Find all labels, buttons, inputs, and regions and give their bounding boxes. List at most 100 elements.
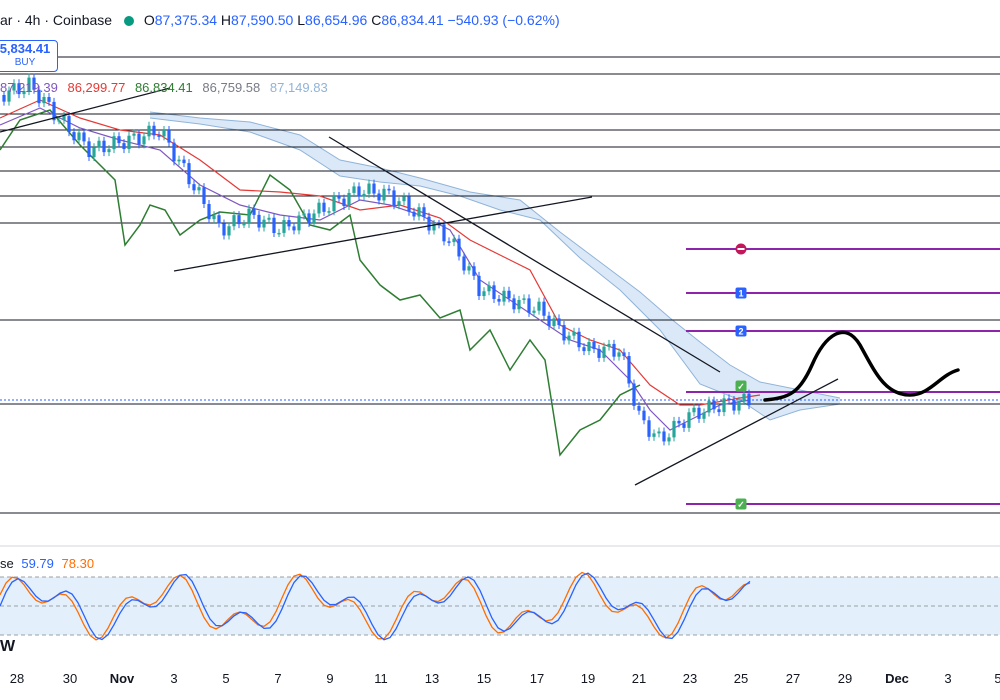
candle-body: [587, 341, 591, 352]
candle-body: [597, 348, 601, 358]
candle-body: [212, 215, 216, 220]
candle-body: [262, 219, 266, 228]
candle-body: [727, 398, 731, 401]
candle-body: [337, 196, 341, 199]
candle-body: [277, 232, 281, 235]
candle-body: [307, 213, 311, 224]
candle-body: [192, 184, 196, 191]
candle-body: [712, 400, 716, 410]
candle-body: [27, 77, 31, 92]
candle-body: [332, 196, 336, 212]
candle-body: [37, 89, 41, 104]
candle-body: [692, 407, 696, 413]
candle-body: [432, 223, 436, 231]
trend-lines[interactable]: [0, 87, 839, 486]
candle-body: [677, 420, 681, 424]
candle-body: [167, 129, 171, 143]
candle-body: [707, 400, 711, 413]
candle-body: [642, 410, 646, 421]
candle-body: [477, 275, 481, 297]
candle-body: [67, 116, 71, 133]
symbol-title[interactable]: ar · 4h · Coinbase: [0, 12, 113, 28]
candle-body: [442, 224, 446, 242]
candle-body: [532, 310, 536, 313]
ichimoku-value-4: 87,149.83: [269, 80, 328, 95]
candle-body: [492, 285, 496, 299]
low-value: 86,654.96: [305, 12, 368, 28]
buy-price: 5,834.41: [0, 41, 51, 56]
candle-body: [327, 211, 331, 213]
x-tick-15: 27: [786, 671, 800, 686]
candle-body: [462, 256, 466, 271]
candle-body: [117, 136, 121, 144]
candle-body: [372, 183, 376, 194]
candle-body: [182, 159, 186, 164]
candle-body: [362, 193, 366, 197]
candle-body: [122, 143, 126, 150]
candle-body: [82, 132, 86, 142]
marker-0-label: 1: [738, 289, 743, 299]
horizontal-levels[interactable]: [0, 56, 1000, 514]
candle-body: [272, 217, 276, 234]
ichimoku-cloud: [149, 111, 841, 421]
stochastic-band: [0, 545, 1000, 636]
candle-body: [652, 433, 656, 437]
candle-body: [77, 132, 81, 141]
buy-price-button[interactable]: 5,834.41 BUY: [0, 40, 58, 72]
x-axis: 28 30 Nov 3 5 7 9 11 13 15 17 19 21 23 25 27 29 Dec 3 5: [10, 671, 1000, 686]
candle-body: [402, 196, 406, 202]
candle-body: [482, 291, 486, 297]
ichimoku-value-2: 86,834.41: [134, 80, 193, 95]
candle-body: [717, 409, 721, 413]
candle-body: [157, 135, 161, 137]
x-tick-8: 13: [425, 671, 439, 686]
x-tick-1: 30: [63, 671, 77, 686]
candle-body: [247, 208, 251, 224]
candle-body: [302, 213, 306, 216]
ichimoku-lines: [0, 99, 761, 457]
candle-body: [252, 208, 256, 215]
marker-2-label: ✓: [737, 382, 745, 392]
candle-body: [137, 133, 141, 145]
marker-1-label: 2: [738, 327, 743, 337]
x-tick-19: 5: [994, 671, 1000, 686]
x-tick-17: Dec: [885, 671, 909, 686]
projection-curve[interactable]: [763, 330, 960, 402]
candle-body: [392, 190, 396, 206]
candle-body: [207, 203, 211, 220]
x-tick-2: Nov: [110, 671, 135, 686]
candle-body: [637, 405, 641, 411]
trend-line-3: [634, 378, 839, 486]
candle-body: [382, 188, 386, 201]
candle-body: [552, 318, 556, 327]
candle-body: [557, 318, 561, 326]
candle-body: [547, 315, 551, 327]
candle-body: [397, 201, 401, 206]
candle-body: [72, 132, 76, 141]
x-tick-11: 19: [581, 671, 595, 686]
candle-body: [22, 91, 26, 95]
x-tick-6: 9: [326, 671, 333, 686]
candle-body: [57, 120, 61, 122]
candle-body: [357, 186, 361, 197]
candle-body: [507, 290, 511, 299]
candle-body: [682, 423, 686, 428]
candle-body: [292, 226, 296, 231]
buy-label: BUY: [14, 57, 36, 68]
open-label: O: [143, 12, 155, 28]
candle-body: [2, 95, 6, 102]
candle-body: [92, 147, 96, 157]
candle-body: [662, 431, 666, 442]
candle-body: [512, 298, 516, 310]
candle-body: [257, 214, 261, 228]
change-value: −540.93 (−0.62%): [447, 12, 560, 28]
x-tick-3: 3: [170, 671, 177, 686]
marker-3-label: ✓: [737, 500, 745, 510]
candle-body: [322, 202, 326, 212]
candle-body: [282, 220, 286, 233]
candle-body: [312, 213, 316, 224]
marker-0-box: [735, 287, 747, 299]
level-markers[interactable]: 1 2 ✓ ✓: [735, 243, 747, 510]
candle-body: [237, 215, 241, 225]
